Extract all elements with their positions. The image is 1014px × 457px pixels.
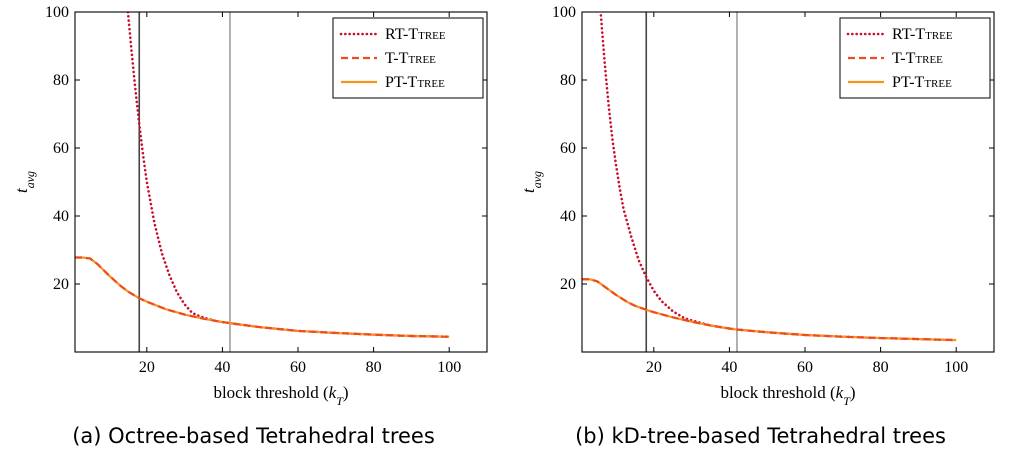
legend-label-pt-ttree: PT-Ttree [892, 74, 952, 91]
legend-label-rt-ttree: RT-Ttree [385, 26, 446, 43]
x-axis-label: block threshold (kT) [720, 383, 855, 408]
y-tick-label: 80 [53, 72, 69, 89]
y-tick-label: 40 [53, 208, 69, 225]
x-tick-label: 40 [721, 359, 737, 376]
series-line-t-ttree [582, 278, 957, 342]
chart-panel-b: 20 40 60 80 100 20 40 60 80 100 block threshold (k… [507, 0, 1014, 457]
legend-label-t-ttree: T-Ttree [892, 50, 943, 67]
x-tick-label: 60 [797, 359, 813, 376]
x-tick-label: 80 [873, 359, 889, 376]
x-tick-label: 100 [437, 359, 461, 376]
x-tick-label: 80 [366, 359, 382, 376]
caption-b: (b) kD-tree-based Tetrahedral trees [575, 424, 946, 448]
x-axis-label: block threshold (kT) [213, 383, 348, 408]
y-tick-label: 100 [552, 4, 576, 21]
series-line-pt-ttree [582, 278, 957, 342]
legend: RT-Ttree T-Ttree PT-Ttree [332, 17, 484, 99]
y-tick-label: 40 [560, 208, 576, 225]
x-tick-label: 20 [139, 359, 155, 376]
y-tick-label: 60 [560, 140, 576, 157]
y-axis-label: tavg [12, 171, 37, 193]
legend: RT-Ttree T-Ttree PT-Ttree [839, 17, 991, 99]
y-tick-label: 20 [53, 276, 69, 293]
chart-a-svg: 20 40 60 80 100 20 40 60 80 100 block threshold (k… [12, 4, 488, 408]
legend-label-rt-ttree: RT-Ttree [892, 26, 953, 43]
y-axis-label: tavg [519, 171, 544, 193]
y-tick-label: 100 [45, 4, 69, 21]
caption-a: (a) Octree-based Tetrahedral trees [72, 424, 435, 448]
plot-frame [581, 11, 995, 353]
y-tick-label: 20 [560, 276, 576, 293]
y-tick-label: 60 [53, 140, 69, 157]
chart-panel-a: 20 40 60 80 100 20 40 60 80 100 block threshold (k… [12, 4, 488, 448]
x-tick-label: 60 [290, 359, 306, 376]
legend-label-t-ttree: T-Ttree [385, 50, 436, 67]
legend-label-pt-ttree: PT-Ttree [385, 74, 445, 91]
x-tick-label: 20 [646, 359, 662, 376]
y-tick-label: 80 [560, 72, 576, 89]
x-tick-label: 40 [214, 359, 230, 376]
chart-b-svg: 20 40 60 80 100 20 40 60 80 100 block threshold (k… [519, 4, 995, 408]
x-tick-label: 100 [944, 359, 968, 376]
series-line-t-ttree [75, 256, 450, 338]
plot-frame [74, 11, 488, 353]
series-line-pt-ttree [75, 256, 450, 338]
